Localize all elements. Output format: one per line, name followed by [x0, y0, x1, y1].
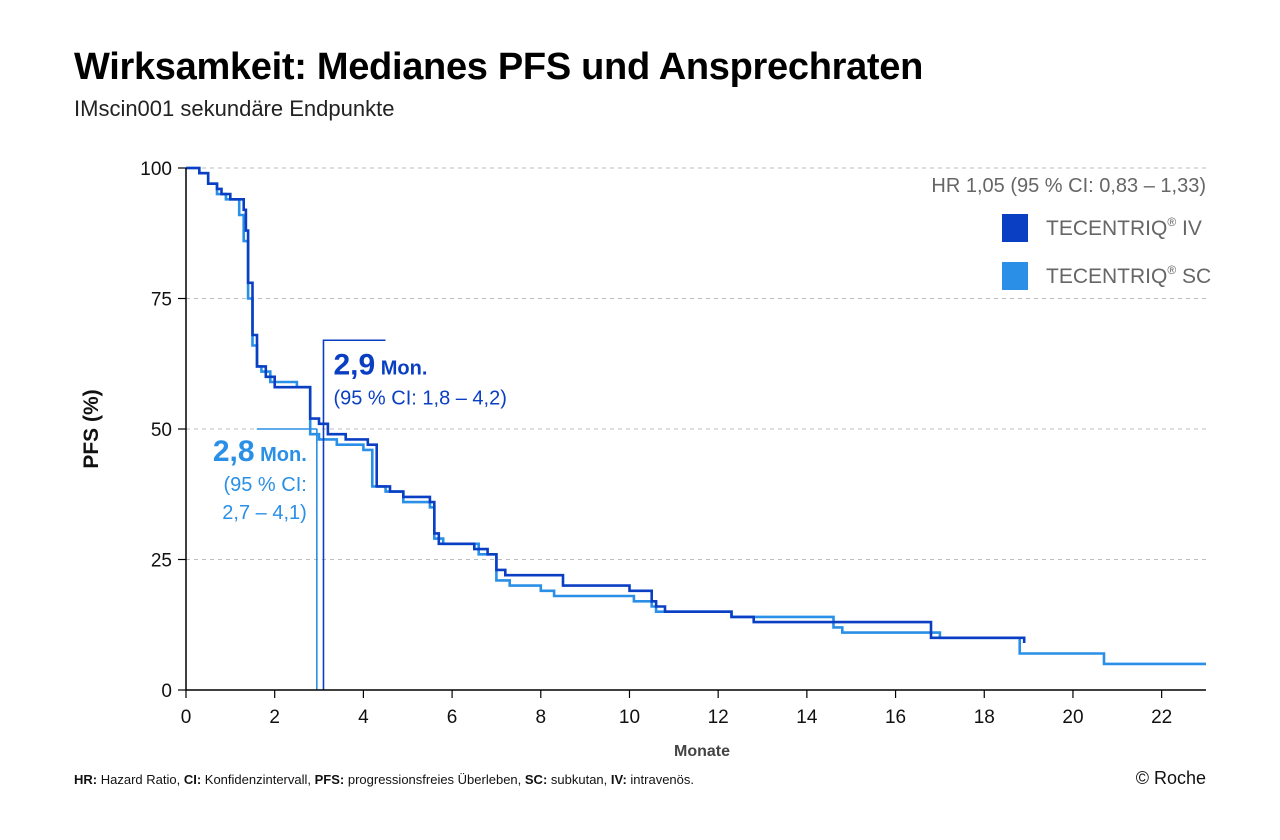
x-tick-label: 12 [708, 707, 729, 728]
y-tick-label: 25 [151, 551, 172, 572]
median-annotations: 2,9 Mon. (95 % CI: 1,8 – 4,2) 2,8 Mon. (95 … [213, 339, 507, 690]
page-title: Wirksamkeit: Medianes PFS und Ansprechra… [74, 46, 924, 88]
legend-swatch-sc [1002, 262, 1028, 290]
footnote-term: CI: [183, 772, 202, 787]
series-line-iv [186, 166, 1026, 643]
x-tick-label: 22 [1151, 707, 1172, 728]
footnote-term: PFS: [314, 772, 345, 787]
x-tick-label: 20 [1062, 707, 1083, 728]
footnote: HR: Hazard Ratio, CI: Konfidenzintervall… [74, 772, 694, 787]
x-tick-label: 0 [181, 707, 192, 728]
legend-label-suffix: IV [1176, 217, 1202, 240]
median-value-iv: 2,9 [333, 348, 375, 381]
footnote-text: progressionsfreies Überleben, [344, 772, 525, 787]
footnote-text: subkutan, [547, 772, 611, 787]
legend-label-suffix: SC [1176, 265, 1211, 288]
x-tick-label: 10 [619, 707, 640, 728]
gridlines [186, 167, 1206, 560]
legend-label-sup: ® [1167, 263, 1176, 277]
median-unit-iv: Mon. [375, 357, 427, 379]
median-ci-iv: (95 % CI: 1,8 – 4,2) [333, 387, 506, 409]
footnote-term: SC: [524, 772, 548, 787]
median-value-sc: 2,8 [213, 435, 255, 468]
y-tick-label: 0 [161, 681, 172, 702]
copyright: © Roche [1135, 768, 1206, 788]
x-tick-label: 14 [796, 707, 818, 728]
x-axis-label: Monate [674, 743, 730, 760]
median-label-sc: 2,8 Mon. [213, 435, 307, 468]
legend-label-main: TECENTRIQ [1046, 217, 1167, 240]
hr-annotation: HR 1,05 (95 % CI: 0,83 – 1,33) [931, 175, 1206, 197]
series-lines [186, 166, 1206, 666]
footnote-text: intravenös. [626, 772, 694, 787]
legend-label-iv: TECENTRIQ® IV [1046, 215, 1202, 240]
legend-label-sc: TECENTRIQ® SC [1046, 263, 1211, 288]
legend: HR 1,05 (95 % CI: 0,83 – 1,33)TECENTRIQ®… [931, 175, 1211, 290]
footnote-term: HR: [74, 772, 98, 787]
median-ci-sc: (95 % CI: [223, 474, 306, 496]
x-tick-label: 16 [885, 707, 906, 728]
page-subtitle: IMscin001 sekundäre Endpunkte [74, 96, 395, 121]
legend-swatch-iv [1002, 214, 1028, 242]
x-tick-label: 6 [447, 707, 458, 728]
x-tick-label: 4 [358, 707, 369, 728]
footnote-term: IV: [610, 772, 627, 787]
median-label-iv: 2,9 Mon. [333, 348, 427, 381]
x-tick-label: 2 [269, 707, 280, 728]
x-tick-label: 18 [974, 707, 995, 728]
legend-label-main: TECENTRIQ [1046, 265, 1167, 288]
median-unit-sc: Mon. [255, 444, 307, 466]
median-ci-sc-2: 2,7 – 4,1) [222, 502, 307, 524]
y-tick-label: 100 [140, 159, 172, 180]
legend-label-sup: ® [1167, 215, 1176, 229]
y-axis-label: PFS (%) [80, 389, 103, 468]
y-tick-label: 50 [151, 420, 172, 441]
axes: 0 25 50 75 100 0 2 4 6 8 10 12 14 16 18 20 22 Monate PFS (… [80, 159, 1206, 760]
series-line-sc [186, 166, 1206, 666]
y-tick-label: 75 [151, 290, 172, 311]
footnote-text: Hazard Ratio, [97, 772, 184, 787]
median-bracket-iv [322, 339, 386, 429]
x-tick-label: 8 [535, 707, 546, 728]
footnote-text: Konfidenzintervall, [201, 772, 315, 787]
